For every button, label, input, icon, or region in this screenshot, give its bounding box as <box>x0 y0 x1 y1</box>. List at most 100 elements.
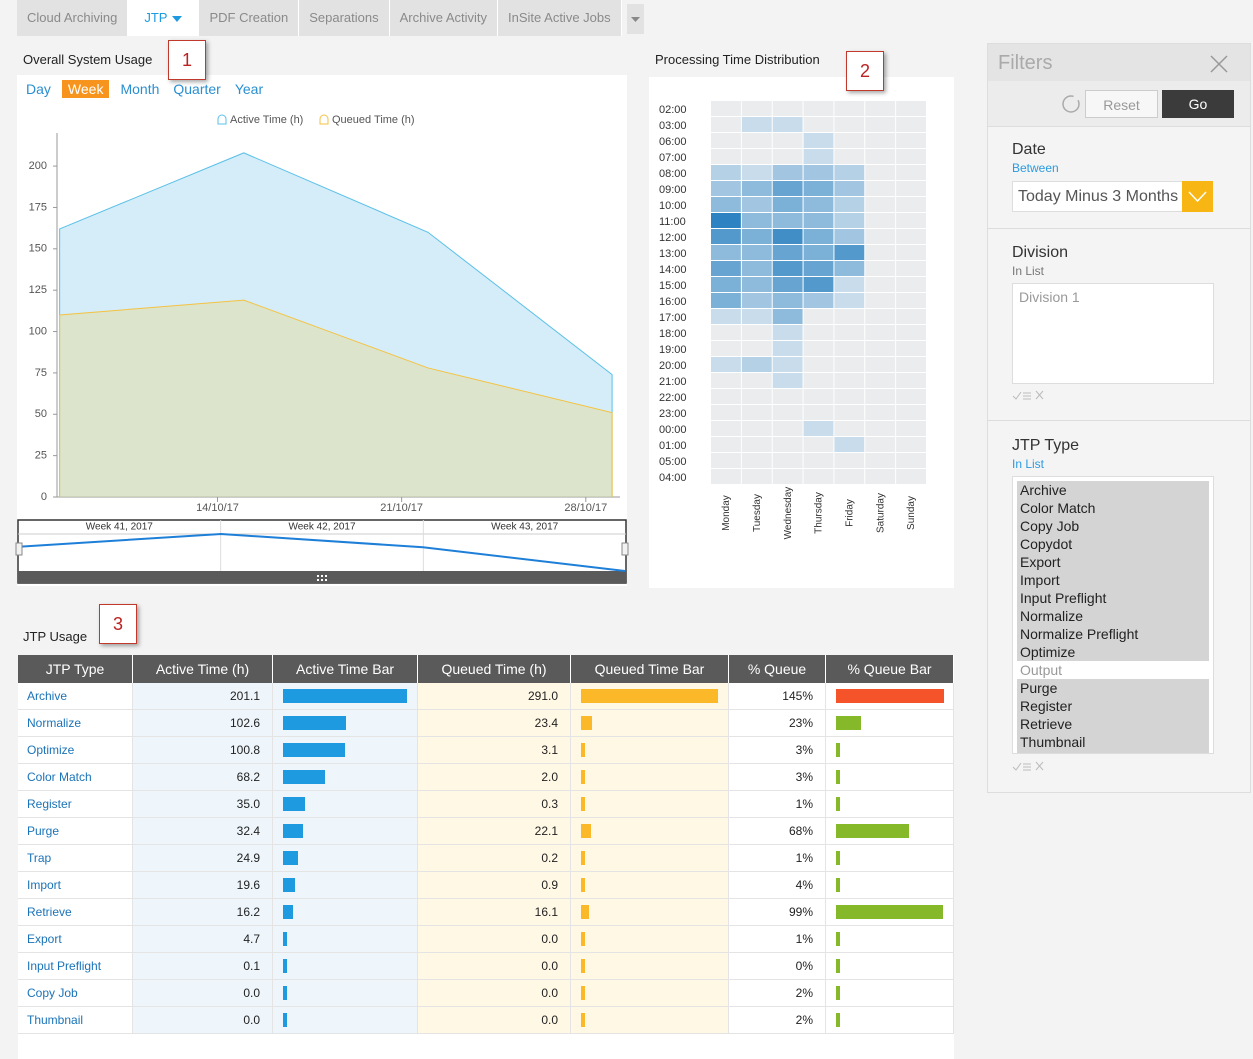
refresh-icon[interactable] <box>1060 93 1082 115</box>
pct-cell: 99% <box>729 899 826 925</box>
jtp-type-link[interactable]: Trap <box>27 851 52 865</box>
queued-bar <box>581 986 585 1000</box>
pct-value: 3% <box>795 770 813 784</box>
active-value: 68.2 <box>236 770 260 784</box>
pct-bar-cell <box>826 818 954 844</box>
pct-value: 23% <box>788 716 813 730</box>
pct-cell: 4% <box>729 872 826 898</box>
queued-bar <box>581 716 593 730</box>
pct-cell: 2% <box>729 980 826 1006</box>
list-item[interactable]: Color Match <box>1017 499 1209 517</box>
jtp-type-list[interactable]: Archive Color Match Copy Job Copydot Export I… <box>1012 476 1214 754</box>
pct-bar-track <box>836 851 944 865</box>
tab[interactable]: InSite Active Jobs <box>498 0 622 36</box>
table-row: Optimize 100.8 3.1 3% <box>18 737 954 764</box>
active-bar-cell <box>273 791 418 817</box>
active-bar <box>283 986 287 1000</box>
jtp-type-link[interactable]: Archive <box>27 689 68 703</box>
queued-cell: 0.2 <box>418 845 571 871</box>
list-item[interactable]: Copydot <box>1017 535 1209 553</box>
period-link[interactable]: Day <box>26 81 51 97</box>
active-value: 19.6 <box>236 878 260 892</box>
tab-overflow[interactable] <box>627 4 644 34</box>
division-list[interactable]: Division 1 <box>1012 283 1214 384</box>
tab[interactable]: JTP <box>128 0 200 36</box>
pct-cell: 1% <box>729 791 826 817</box>
pct-value: 68% <box>788 824 813 838</box>
go-button[interactable]: Go <box>1162 90 1234 118</box>
list-item[interactable]: Output <box>1020 662 1063 678</box>
pct-value: 2% <box>795 1013 813 1027</box>
table-title: JTP Usage <box>23 629 88 644</box>
pct-cell: 23% <box>729 710 826 736</box>
tab[interactable]: Cloud Archiving <box>17 0 129 36</box>
queued-cell: 0.0 <box>418 953 571 979</box>
jtp-type-link[interactable]: Input Preflight <box>27 959 102 973</box>
pct-bar <box>836 797 840 811</box>
pct-value: 1% <box>795 851 813 865</box>
queued-bar-cell <box>571 710 729 736</box>
list-item[interactable]: Archive <box>1017 481 1209 499</box>
jtp-type-link[interactable]: Register <box>27 797 72 811</box>
queued-bar-cell <box>571 953 729 979</box>
list-item[interactable]: Thumbnail <box>1017 733 1209 751</box>
queued-bar-cell <box>571 926 729 952</box>
list-item[interactable]: Retrieve <box>1017 715 1209 733</box>
pct-bar-cell <box>826 710 954 736</box>
table-row: Archive 201.1 291.0 145% <box>18 683 954 710</box>
jtp-type-link[interactable]: Import <box>27 878 62 892</box>
list-item[interactable]: Normalize Preflight <box>1017 625 1209 643</box>
active-value: 24.9 <box>236 851 260 865</box>
tab[interactable]: Separations <box>299 0 390 36</box>
pct-bar <box>836 932 840 946</box>
tab[interactable]: PDF Creation <box>199 0 300 36</box>
jtp-type-link[interactable]: Color Match <box>27 770 92 784</box>
jtp-type-link[interactable]: Retrieve <box>27 905 72 919</box>
active-bar <box>283 689 408 703</box>
tab[interactable]: Archive Activity <box>389 0 499 36</box>
queued-bar-cell <box>571 791 729 817</box>
list-item[interactable]: Import <box>1017 571 1209 589</box>
period-link[interactable]: Week <box>61 80 110 98</box>
usage-title: Overall System Usage <box>23 52 153 67</box>
active-value: 201.1 <box>229 689 260 703</box>
pct-bar-track <box>836 770 944 784</box>
period-link[interactable]: Month <box>120 81 160 97</box>
list-item[interactable]: Normalize <box>1017 607 1209 625</box>
jtp-type-link[interactable]: Thumbnail <box>27 1013 84 1027</box>
list-item[interactable]: Copy Job <box>1017 517 1209 535</box>
active-bar-cell <box>273 899 418 925</box>
jtp-type-link[interactable]: Purge <box>27 824 60 838</box>
list-item[interactable]: Input Preflight <box>1017 589 1209 607</box>
jtp-type-link[interactable]: Export <box>27 932 62 946</box>
active-bar-cell <box>273 953 418 979</box>
reset-button[interactable]: Reset <box>1085 90 1158 118</box>
jtp-type-link[interactable]: Optimize <box>27 743 75 757</box>
close-icon[interactable] <box>1210 55 1228 73</box>
list-tools[interactable] <box>1012 389 1046 401</box>
queued-bar <box>581 1013 585 1027</box>
list-item[interactable]: Export <box>1017 553 1209 571</box>
period-link[interactable]: Quarter <box>173 81 221 97</box>
list-item[interactable]: Trap <box>1017 751 1209 753</box>
queued-bar-cell <box>571 737 729 763</box>
pct-bar-cell <box>826 926 954 952</box>
list-item[interactable]: Optimize <box>1017 643 1209 661</box>
queued-bar-cell <box>571 872 729 898</box>
jtp-type-label: JTP Type <box>1012 437 1079 454</box>
jtp-type-link[interactable]: Copy Job <box>27 986 78 1000</box>
jtp-type-link[interactable]: Normalize <box>27 716 82 730</box>
pct-bar-cell <box>826 953 954 979</box>
division-operator: In List <box>1012 264 1045 278</box>
queued-value: 0.0 <box>541 932 558 946</box>
list-item[interactable]: Register <box>1017 697 1209 715</box>
date-dropdown[interactable]: Today Minus 3 Months <box>1012 181 1213 212</box>
active-cell: 19.6 <box>133 872 273 898</box>
active-bar <box>283 878 296 892</box>
active-cell: 16.2 <box>133 899 273 925</box>
list-item[interactable]: Purge <box>1017 679 1209 697</box>
pct-value: 4% <box>795 878 813 892</box>
period-link[interactable]: Year <box>234 81 264 97</box>
active-bar <box>283 770 326 784</box>
list-tools[interactable] <box>1012 760 1046 772</box>
